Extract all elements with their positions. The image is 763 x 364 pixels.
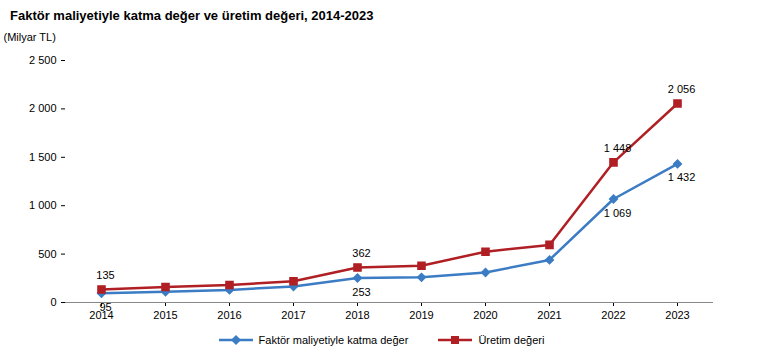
svg-text:2017: 2017 xyxy=(281,309,305,321)
svg-text:2 000: 2 000 xyxy=(29,102,57,114)
svg-text:1 500: 1 500 xyxy=(29,151,57,163)
svg-text:2014: 2014 xyxy=(89,309,114,322)
svg-text:0: 0 xyxy=(50,296,56,308)
svg-text:95: 95 xyxy=(99,301,111,313)
svg-text:2021: 2021 xyxy=(537,309,561,321)
svg-text:500: 500 xyxy=(38,248,56,260)
svg-text:2 500: 2 500 xyxy=(29,54,57,66)
svg-text:2022: 2022 xyxy=(601,309,625,321)
svg-text:1 000: 1 000 xyxy=(29,199,57,211)
svg-text:1 069: 1 069 xyxy=(604,207,632,219)
svg-text:1 448: 1 448 xyxy=(604,142,632,154)
svg-text:2018: 2018 xyxy=(345,309,369,321)
svg-text:1 432: 1 432 xyxy=(668,171,696,183)
svg-text:2019: 2019 xyxy=(409,309,433,321)
html-text:Faktör maliyetiyle katma değer: Faktör maliyetiyle katma değer ve üretim… xyxy=(10,8,374,23)
html-text:Faktör maliyetiyle katma değer: Faktör maliyetiyle katma değer xyxy=(258,334,409,346)
svg-text:253: 253 xyxy=(352,286,370,298)
svg-text:2016: 2016 xyxy=(217,309,241,321)
html-text:Üretim değeri: Üretim değeri xyxy=(478,334,545,346)
svg-text:2020: 2020 xyxy=(473,309,497,321)
svg-text:2023: 2023 xyxy=(665,309,689,321)
svg-text:135: 135 xyxy=(96,269,114,281)
svg-text:362: 362 xyxy=(352,247,370,259)
svg-text:(Milyar TL): (Milyar TL) xyxy=(4,31,56,43)
svg-text:2 056: 2 056 xyxy=(668,83,696,95)
svg-text:2015: 2015 xyxy=(153,309,177,321)
